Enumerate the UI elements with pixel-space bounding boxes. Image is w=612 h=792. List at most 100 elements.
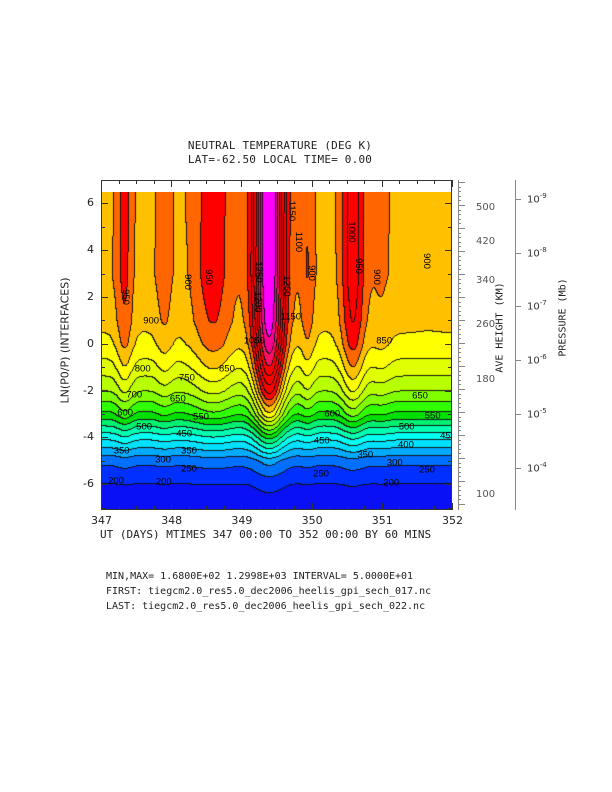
height-minor-tick <box>458 375 461 377</box>
x-tick <box>294 180 296 184</box>
x-tick-label: 347 <box>91 514 112 527</box>
x-tick <box>416 180 418 184</box>
height-minor-tick <box>458 361 461 363</box>
contour-label: 700 <box>126 389 143 401</box>
pressure-tick <box>515 360 521 362</box>
height-minor-tick <box>458 471 461 473</box>
x-tick <box>434 506 436 510</box>
contour-label: 1250 <box>252 261 264 283</box>
height-minor-tick <box>458 283 461 285</box>
pressure-exponent: -6 <box>539 353 547 362</box>
contour-label: 1050 <box>243 335 265 347</box>
height-minor-tick <box>458 228 465 229</box>
contour-label: 750 <box>179 371 195 383</box>
x-tick <box>276 180 278 184</box>
height-tick-label: 100 <box>476 488 496 500</box>
y-tick <box>448 367 452 369</box>
pressure-axis-label: PRESSURE (Mb) <box>557 278 569 357</box>
height-minor-tick <box>458 260 461 262</box>
pressure-tick-label: 10-7 <box>527 299 547 312</box>
contour-label: 800 <box>134 363 151 375</box>
x-tick <box>311 180 313 187</box>
y-tick <box>445 297 452 299</box>
height-minor-tick <box>458 379 461 381</box>
y-tick <box>445 484 452 486</box>
contour-label: 450 <box>440 430 451 442</box>
y-tick <box>101 320 105 322</box>
pressure-base: 10 <box>527 463 540 475</box>
pressure-base: 10 <box>527 301 540 313</box>
x-tick <box>171 503 173 510</box>
height-minor-tick <box>458 255 461 257</box>
x-tick <box>118 180 120 184</box>
y-tick <box>101 390 108 392</box>
x-tick <box>206 180 208 184</box>
y-tick <box>101 460 105 462</box>
contour-label: 950 <box>119 289 131 306</box>
height-minor-tick <box>458 485 461 487</box>
y-tick <box>101 367 105 369</box>
height-minor-tick <box>458 494 461 496</box>
y-tick <box>448 414 452 416</box>
y-tick <box>101 180 105 181</box>
y-tick <box>101 484 108 486</box>
y-tick-label: -6 <box>83 477 94 491</box>
contour-label: 200 <box>383 477 400 489</box>
contour-label: 900 <box>181 273 193 290</box>
height-minor-tick <box>458 320 465 321</box>
height-minor-tick <box>458 421 461 423</box>
height-minor-tick <box>458 476 461 478</box>
height-tick-label: 420 <box>476 236 496 248</box>
height-minor-tick <box>458 241 461 243</box>
x-tick <box>452 180 453 187</box>
height-minor-tick <box>458 205 465 206</box>
height-minor-tick <box>458 214 461 216</box>
pressure-exponent: -9 <box>539 191 547 200</box>
height-tick-label: 500 <box>476 202 496 214</box>
height-minor-tick <box>458 237 461 239</box>
height-minor-tick <box>458 246 461 248</box>
contour-label: 950 <box>202 269 214 285</box>
x-tick <box>311 503 313 510</box>
y-tick <box>448 226 452 228</box>
x-tick <box>258 180 260 184</box>
x-tick <box>101 503 102 510</box>
x-tick <box>329 506 331 510</box>
height-minor-tick <box>458 264 461 266</box>
y-tick <box>445 437 452 439</box>
height-minor-tick <box>458 301 461 303</box>
pressure-tick <box>515 252 521 254</box>
pressure-tick <box>515 198 521 200</box>
x-tick <box>241 503 243 510</box>
height-minor-tick <box>458 195 461 197</box>
x-tick <box>118 506 120 510</box>
height-minor-tick <box>458 370 461 372</box>
contour-label: 950 <box>352 258 364 275</box>
y-tick <box>101 250 108 252</box>
contour-label: 850 <box>376 335 393 347</box>
y-tick <box>101 507 105 509</box>
pressure-tick <box>515 467 521 469</box>
y-tick <box>445 250 452 252</box>
contour-label: 500 <box>398 420 415 432</box>
chart-title: NEUTRAL TEMPERATURE (DEG K) <box>187 139 373 152</box>
chart-subtitle: LAT=-62.50 LOCAL TIME= 0.00 <box>187 153 373 166</box>
height-minor-tick <box>458 384 461 386</box>
contour-label: 550 <box>193 411 209 423</box>
height-minor-tick <box>458 504 465 505</box>
pressure-exponent: -8 <box>539 245 547 254</box>
height-minor-tick <box>458 315 461 317</box>
x-tick <box>364 506 366 510</box>
height-minor-tick <box>458 458 465 459</box>
pressure-tick-label: 10-4 <box>527 461 547 474</box>
y-tick-label: -2 <box>83 383 94 397</box>
x-tick <box>452 503 453 510</box>
contour-label: 350 <box>357 449 374 461</box>
height-minor-tick <box>458 186 461 188</box>
x-tick <box>416 506 418 510</box>
height-minor-tick <box>458 251 465 252</box>
height-minor-tick <box>458 402 461 404</box>
height-minor-tick <box>458 274 465 275</box>
contour-label: 350 <box>181 445 197 457</box>
contour-label: 200 <box>108 474 124 486</box>
